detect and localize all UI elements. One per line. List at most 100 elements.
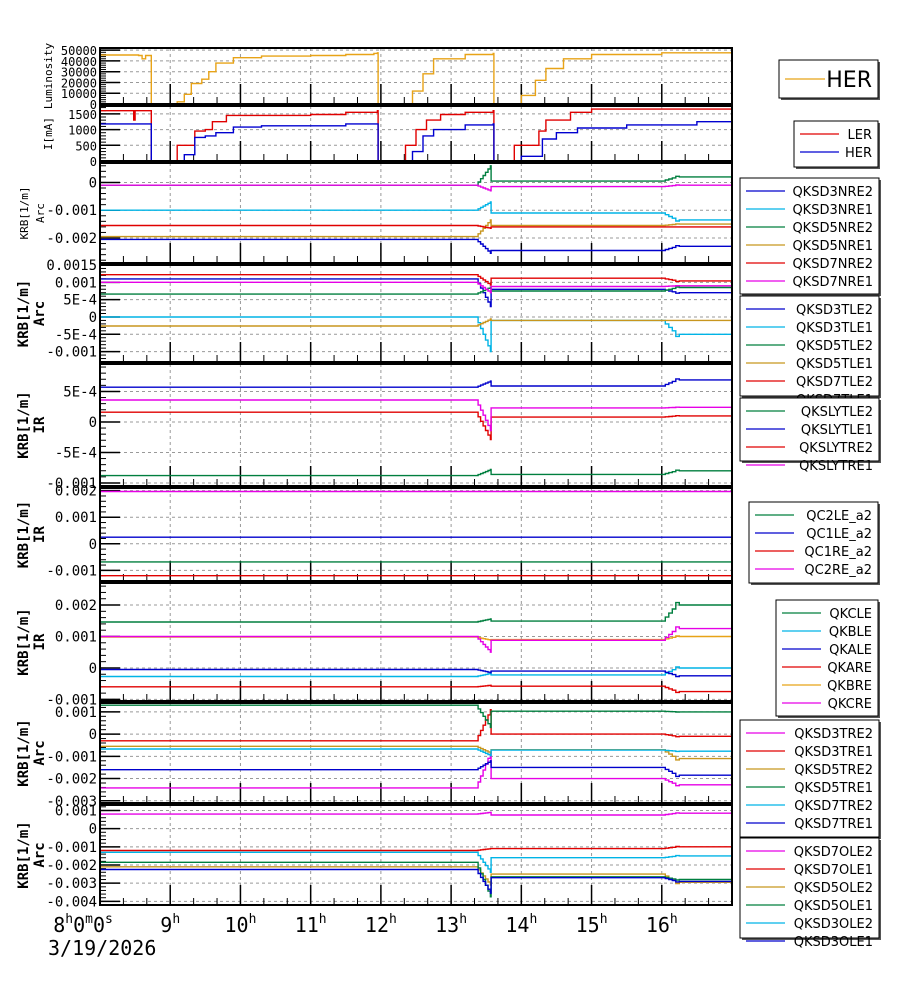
legend-label: QKALE xyxy=(829,643,872,658)
legend-label: QC1LE_a2 xyxy=(806,527,872,542)
series-line-qksd7nre2 xyxy=(100,224,732,229)
series-line-qkcre xyxy=(100,626,732,653)
plot-frame xyxy=(99,804,733,906)
legend-label: QKSD7NRE1 xyxy=(792,275,873,290)
x-tick-label: 12h xyxy=(365,912,397,937)
legend-label: QKSD5TLE1 xyxy=(796,357,873,372)
y-tick-label: 30000 xyxy=(61,66,97,80)
y-tick-label: -0.002 xyxy=(46,858,97,874)
legend-label: QKSD5OLE1 xyxy=(794,899,873,914)
series-line-qksd3tre1 xyxy=(100,709,732,742)
legend-label: QKSD7OLE1 xyxy=(794,863,873,878)
legend-krb_ir_1: QKSLYTLE2 QKSLYTLE1 QKSLYTRE2 QKSLYTRE1 xyxy=(739,397,881,474)
series-line-qksd3nre1 xyxy=(100,201,732,222)
y-axis-label: IR xyxy=(32,416,48,433)
series-line-qksd3tle1 xyxy=(100,316,732,353)
x-tick-label: 9h xyxy=(160,912,180,937)
legend-box xyxy=(739,295,880,397)
y-axis-label: Arc xyxy=(32,842,48,867)
series-line-qksd5tre1 xyxy=(100,704,732,729)
legend-krb_arc_2: QKSD3TLE2 QKSD3TLE1 QKSD5TLE2 QKSD5TLE1 QKSD… xyxy=(739,295,881,408)
legend-current: LER HER xyxy=(793,120,880,169)
legend-box xyxy=(739,177,880,295)
legend-label: QKSD3NRE1 xyxy=(792,203,873,218)
y-axis-label: I[mA] xyxy=(42,117,55,150)
panel-krb_arc_4: -0.004 -0.003 -0.002 -0.001 0 0.001 KRB[1/m] Ar… xyxy=(16,803,881,950)
y-tick-label: 0 xyxy=(89,727,97,743)
series-line-qkslytle1 xyxy=(100,378,732,388)
y-axis-label: Arc xyxy=(34,203,47,223)
legend-label: QKSD5TRE1 xyxy=(794,781,873,796)
legend-krb_arc_4: QKSD7OLE2 QKSD7OLE1 QKSD5OLE2 QKSD5OLE1 QKSD… xyxy=(739,837,881,950)
legend-label: QC2LE_a2 xyxy=(806,509,872,524)
legend-box xyxy=(775,599,879,717)
series-line-qksd7ole1 xyxy=(100,845,732,852)
y-tick-label: 0 xyxy=(89,310,97,326)
y-tick-label: -0.004 xyxy=(46,894,97,910)
y-tick-label: 0.002 xyxy=(55,484,97,500)
legend-label: QC1RE_a2 xyxy=(804,545,872,560)
series-line-qksd5nre1 xyxy=(100,219,732,238)
x-tick-label: 8h0m0s xyxy=(53,912,113,937)
y-tick-label: 1500 xyxy=(68,108,97,122)
legend-krb_ir_2: QC2LE_a2 QC1LE_a2 QC1RE_a2 QC2RE_a2 xyxy=(748,501,880,585)
legend-label: QKSD7TLE2 xyxy=(796,375,873,390)
y-tick-label: 0 xyxy=(90,155,97,169)
x-tick-label: 10h xyxy=(224,912,256,937)
y-tick-label: -0.003 xyxy=(46,794,97,810)
x-tick-label: 11h xyxy=(295,912,327,937)
series-line-her xyxy=(100,50,732,104)
legend-label: QKSD3TRE2 xyxy=(794,727,873,742)
y-tick-label: -0.002 xyxy=(46,772,97,788)
y-axis-label: KRB[1/m] xyxy=(16,719,32,786)
plot-frame xyxy=(99,264,733,363)
legend-box xyxy=(739,719,880,838)
legend-label: QC2RE_a2 xyxy=(804,563,872,578)
panel-krb_ir_2: -0.001 0 0.001 0.002 KRB[1/m] IR QC2LE_a2 QC1LE… xyxy=(16,484,880,585)
y-axis-label: KRB[1/m] xyxy=(16,608,32,675)
y-tick-label: -0.001 xyxy=(46,203,97,219)
y-tick-label: 0 xyxy=(89,661,97,677)
legend-label: QKARE xyxy=(827,661,872,676)
legend-label: QKSLYTLE2 xyxy=(801,405,873,420)
series-line-her xyxy=(100,120,732,161)
legend-label: HER xyxy=(845,146,872,161)
plot-frame xyxy=(99,487,733,582)
plot-frame xyxy=(99,363,733,487)
legend-label: QKSD3OLE1 xyxy=(794,935,873,950)
plot-frame xyxy=(99,105,733,162)
legend-label: QKSD3OLE2 xyxy=(794,917,873,932)
y-tick-label: -5E-4 xyxy=(55,445,97,461)
legend-label: QKSD7TRE2 xyxy=(794,799,873,814)
x-tick-label: 14h xyxy=(505,912,537,937)
y-tick-label: 1000 xyxy=(68,124,97,138)
legend-label: QKSD5NRE2 xyxy=(792,221,873,236)
legend-label: QKCLE xyxy=(829,607,872,622)
series-line-qksd7tre2 xyxy=(100,748,732,757)
y-tick-label: 50000 xyxy=(61,44,97,58)
legend-label: QKSD5OLE2 xyxy=(794,881,873,896)
y-axis-label: KRB[1/m] xyxy=(16,501,32,568)
y-axis-label: IR xyxy=(32,633,48,650)
legend-label: QKCRE xyxy=(828,697,872,712)
series-line-qksd5nre2 xyxy=(100,165,732,186)
legend-label: QKSD3NRE2 xyxy=(792,185,873,200)
legend-label: QKSD7NRE2 xyxy=(792,257,873,272)
y-tick-label: 0 xyxy=(89,175,97,191)
y-tick-label: -0.003 xyxy=(46,876,97,892)
legend-label: HER xyxy=(826,68,872,93)
legend-krb_arc_3: QKSD3TRE2 QKSD3TRE1 QKSD5TRE2 QKSD5TRE1 QKSD… xyxy=(739,719,881,839)
y-axis-label: KRB[1/m] xyxy=(18,187,31,240)
plot-frame xyxy=(99,47,733,105)
series-line-qksd7ole2 xyxy=(100,811,732,816)
panel-krb_arc_3: -0.003 -0.002 -0.001 0 0.001 KRB[1/m] Arc QKSD3… xyxy=(16,702,881,839)
series-line-qksd3ole2 xyxy=(100,851,732,873)
x-tick-label: 13h xyxy=(435,912,467,937)
series-line-qkcle xyxy=(100,601,732,623)
y-tick-label: 0.0015 xyxy=(46,258,97,274)
y-axis-label: KRB[1/m] xyxy=(16,821,32,888)
legend-label: QKSD7TRE1 xyxy=(794,817,873,832)
